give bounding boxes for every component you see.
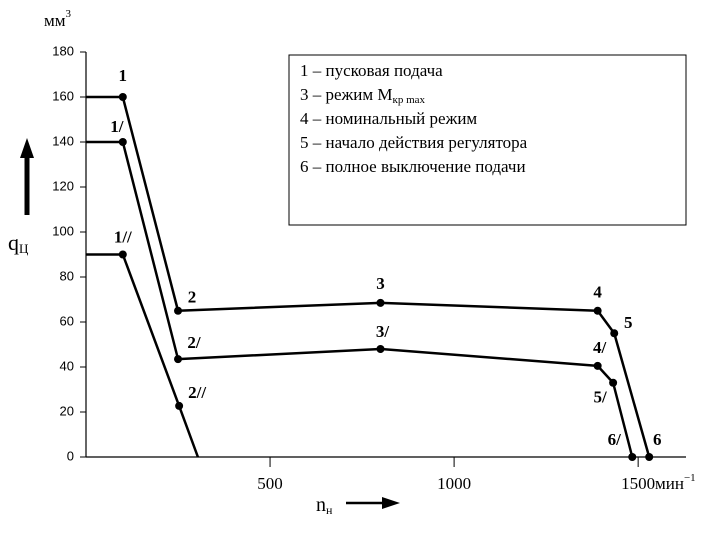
y-tick-label: 40 (60, 358, 74, 373)
marker (118, 93, 127, 101)
marker (174, 306, 183, 315)
y-tick-label: 60 (60, 313, 74, 328)
x-tick-label: 500 (257, 474, 283, 493)
point-label: 6/ (608, 430, 622, 449)
marker (118, 138, 127, 146)
legend-sub: кр max (393, 94, 426, 106)
point-label: 2 (188, 288, 197, 307)
legend-entry: 3 – режим Mкр max (300, 85, 426, 106)
point-label: 1// (114, 227, 132, 246)
legend-text: 3 – режим M (300, 85, 393, 104)
marker (175, 401, 184, 410)
marker (376, 298, 385, 307)
marker (609, 378, 618, 387)
legend-text: 1 – пусковая подача (300, 61, 443, 80)
y-tick-label: 120 (52, 178, 74, 193)
marker (628, 453, 637, 461)
point-label: 2/ (187, 333, 201, 352)
marker (593, 306, 602, 315)
y-tick-label: 80 (60, 268, 74, 283)
point-label: 3 (376, 274, 385, 293)
y-tick-label: 160 (52, 88, 74, 103)
x-arrow-head (382, 497, 400, 509)
y-label-sub: Ц (19, 241, 29, 256)
marker (174, 355, 183, 364)
x-unit: мин−1 (655, 472, 696, 493)
y-tick-label: 180 (52, 43, 74, 58)
point-label: 4/ (593, 338, 607, 357)
line (86, 140, 634, 458)
x-label: nн (316, 494, 333, 517)
marker (593, 361, 602, 370)
legend-entry: 4 – номинальный режим (300, 109, 477, 128)
y-arrow-head (20, 138, 34, 158)
point-label: 1 (119, 66, 128, 85)
y-unit-sup: 3 (66, 8, 72, 20)
legend-entry: 6 – полное выключение подачи (300, 157, 526, 176)
legend-entry: 5 – начало действия регулятора (300, 133, 528, 152)
x-tick-label: 1000 (437, 474, 471, 493)
point-label: 1/ (110, 117, 124, 136)
y-tick-label: 0 (67, 448, 74, 463)
marker (376, 345, 385, 353)
y-unit-text: мм (44, 11, 66, 30)
x-label-sub: н (326, 503, 333, 517)
y-tick-label: 140 (52, 133, 74, 148)
y-label-text: q (8, 230, 19, 255)
legend-text: 4 – номинальный режим (300, 109, 477, 128)
x-label-text: n (316, 494, 326, 516)
y-tick-label: 100 (52, 223, 74, 238)
marker (610, 329, 619, 338)
y-tick-label: 20 (60, 403, 74, 418)
legend-box (288, 54, 687, 226)
x-tick-label: 1500 (621, 474, 655, 493)
marker (645, 453, 654, 461)
point-label: 6 (653, 430, 662, 449)
y-label: qЦ (8, 230, 29, 256)
point-label: 4 (593, 283, 602, 302)
legend-text: 5 – начало действия регулятора (300, 133, 528, 152)
x-unit-sup: −1 (684, 472, 696, 484)
x-unit-text: мин (655, 474, 684, 493)
point-label: 3/ (376, 322, 390, 341)
y-unit: мм3 (44, 8, 72, 30)
legend-entry: 1 – пусковая подача (300, 61, 443, 80)
line (86, 253, 200, 458)
marker (118, 250, 127, 259)
legend-text: 6 – полное выключение подачи (300, 157, 526, 176)
point-label: 5 (624, 313, 633, 332)
point-label: 2// (188, 383, 206, 402)
point-label: 5/ (593, 388, 607, 407)
